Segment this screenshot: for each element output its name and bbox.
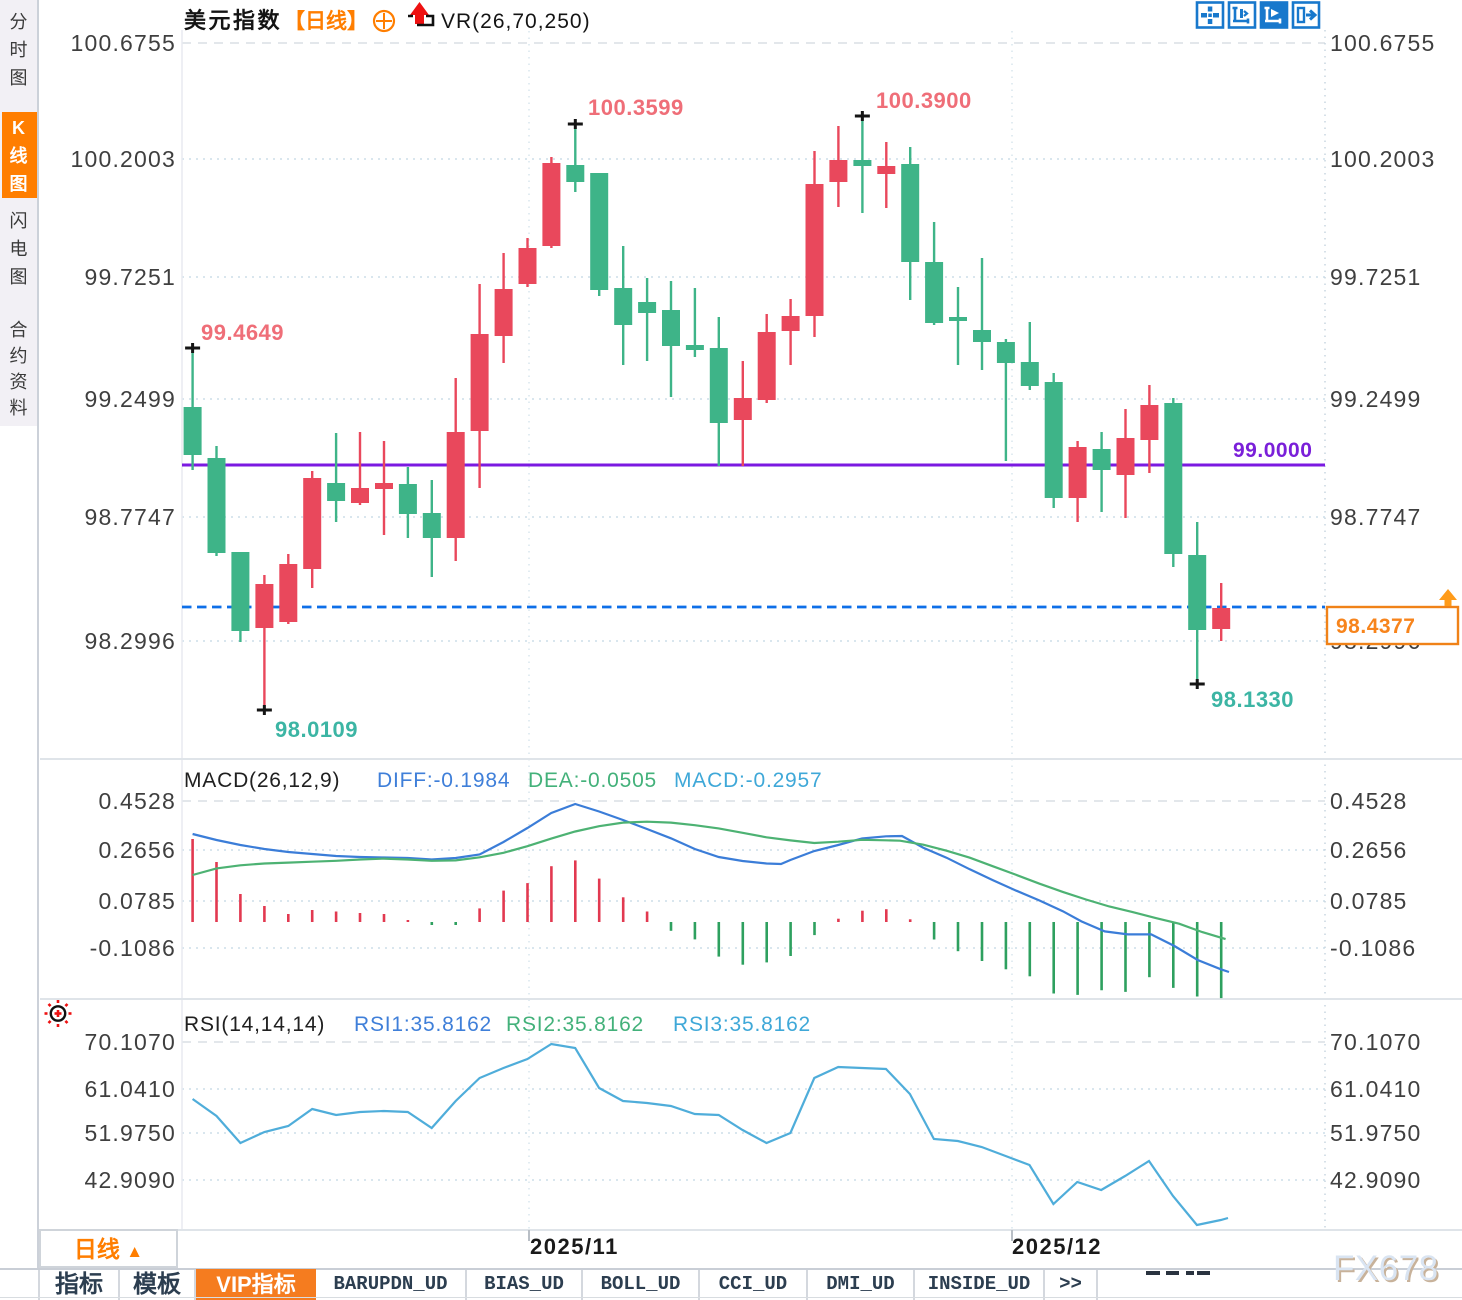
svg-text:0.0785: 0.0785	[1330, 888, 1408, 914]
svg-text:99.0000: 99.0000	[1233, 439, 1312, 462]
svg-text:99.2499: 99.2499	[1330, 386, 1422, 412]
svg-text:42.9090: 42.9090	[84, 1167, 176, 1193]
svg-text:61.0410: 61.0410	[1330, 1076, 1422, 1102]
svg-text:100.2003: 100.2003	[1330, 146, 1436, 172]
svg-text:美元指数: 美元指数	[184, 8, 282, 33]
svg-text:RSI3:35.8162: RSI3:35.8162	[673, 1013, 811, 1036]
svg-text:MACD(26,12,9): MACD(26,12,9)	[184, 769, 340, 792]
svg-text:70.1070: 70.1070	[1330, 1029, 1422, 1055]
svg-text:DIFF:-0.1984: DIFF:-0.1984	[377, 769, 510, 792]
svg-text:-0.1086: -0.1086	[90, 935, 176, 961]
svg-text:RSI2:35.8162: RSI2:35.8162	[506, 1013, 644, 1036]
svg-text:98.7747: 98.7747	[84, 504, 176, 530]
svg-text:0.2656: 0.2656	[1330, 837, 1408, 863]
svg-text:99.7251: 99.7251	[84, 264, 176, 290]
svg-text:99.2499: 99.2499	[84, 386, 176, 412]
svg-text:DEA:-0.0505: DEA:-0.0505	[528, 769, 657, 792]
svg-text:98.1330: 98.1330	[1211, 687, 1294, 712]
svg-text:0.4528: 0.4528	[98, 788, 176, 814]
svg-text:99.4649: 99.4649	[201, 320, 284, 345]
svg-text:98.2996: 98.2996	[84, 628, 176, 654]
svg-text:98.0109: 98.0109	[275, 717, 358, 742]
svg-text:0.0785: 0.0785	[98, 888, 176, 914]
svg-text:MACD:-0.2957: MACD:-0.2957	[674, 769, 823, 792]
svg-text:RSI(14,14,14): RSI(14,14,14)	[184, 1013, 325, 1036]
svg-text:100.3900: 100.3900	[876, 88, 972, 113]
svg-text:100.3599: 100.3599	[588, 95, 684, 120]
svg-text:RSI1:35.8162: RSI1:35.8162	[354, 1013, 492, 1036]
svg-text:42.9090: 42.9090	[1330, 1167, 1422, 1193]
svg-text:99.7251: 99.7251	[1330, 264, 1422, 290]
svg-text:70.1070: 70.1070	[84, 1029, 176, 1055]
svg-text:100.6755: 100.6755	[1330, 30, 1436, 56]
svg-text:98.7747: 98.7747	[1330, 504, 1422, 530]
svg-text:100.2003: 100.2003	[70, 146, 176, 172]
svg-text:VR(26,70,250): VR(26,70,250)	[441, 10, 591, 33]
svg-text:0.4528: 0.4528	[1330, 788, 1408, 814]
svg-text:【日线】: 【日线】	[284, 9, 368, 33]
svg-text:51.9750: 51.9750	[84, 1120, 176, 1146]
svg-text:100.6755: 100.6755	[70, 30, 176, 56]
svg-text:51.9750: 51.9750	[1330, 1120, 1422, 1146]
svg-text:98.4377: 98.4377	[1336, 615, 1415, 638]
svg-text:0.2656: 0.2656	[98, 837, 176, 863]
svg-text:61.0410: 61.0410	[84, 1076, 176, 1102]
svg-text:-0.1086: -0.1086	[1330, 935, 1416, 961]
